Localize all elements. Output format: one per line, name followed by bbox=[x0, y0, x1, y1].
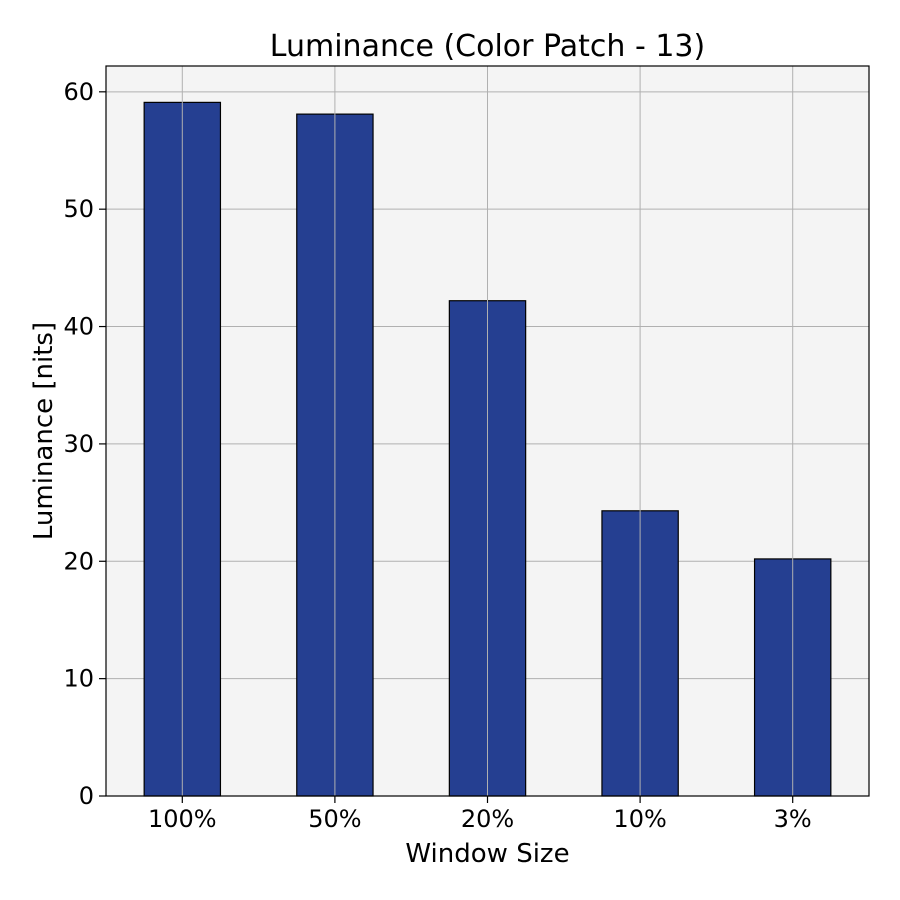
bars bbox=[143, 66, 832, 797]
chart-title: Luminance (Color Patch - 13) bbox=[270, 29, 705, 64]
x-tick-label: 3% bbox=[774, 805, 812, 833]
y-axis-label: Luminance [nits] bbox=[29, 322, 59, 540]
y-tick-label: 50 bbox=[63, 195, 94, 223]
x-axis-label: Window Size bbox=[405, 839, 569, 869]
y-tick-label: 40 bbox=[63, 313, 94, 341]
x-axis: 100% 50% 20% 10% 3% bbox=[148, 796, 812, 833]
y-tick-label: 30 bbox=[63, 430, 94, 458]
y-tick-label: 10 bbox=[63, 665, 94, 693]
y-tick-label: 20 bbox=[63, 547, 94, 575]
y-tick-label: 0 bbox=[79, 782, 94, 810]
y-tick-label: 60 bbox=[63, 78, 94, 106]
x-tick-label: 10% bbox=[613, 805, 666, 833]
y-axis: 0 10 20 30 40 50 60 bbox=[63, 78, 106, 810]
x-tick-label: 100% bbox=[148, 805, 217, 833]
x-tick-label: 20% bbox=[461, 805, 514, 833]
x-tick-label: 50% bbox=[308, 805, 361, 833]
